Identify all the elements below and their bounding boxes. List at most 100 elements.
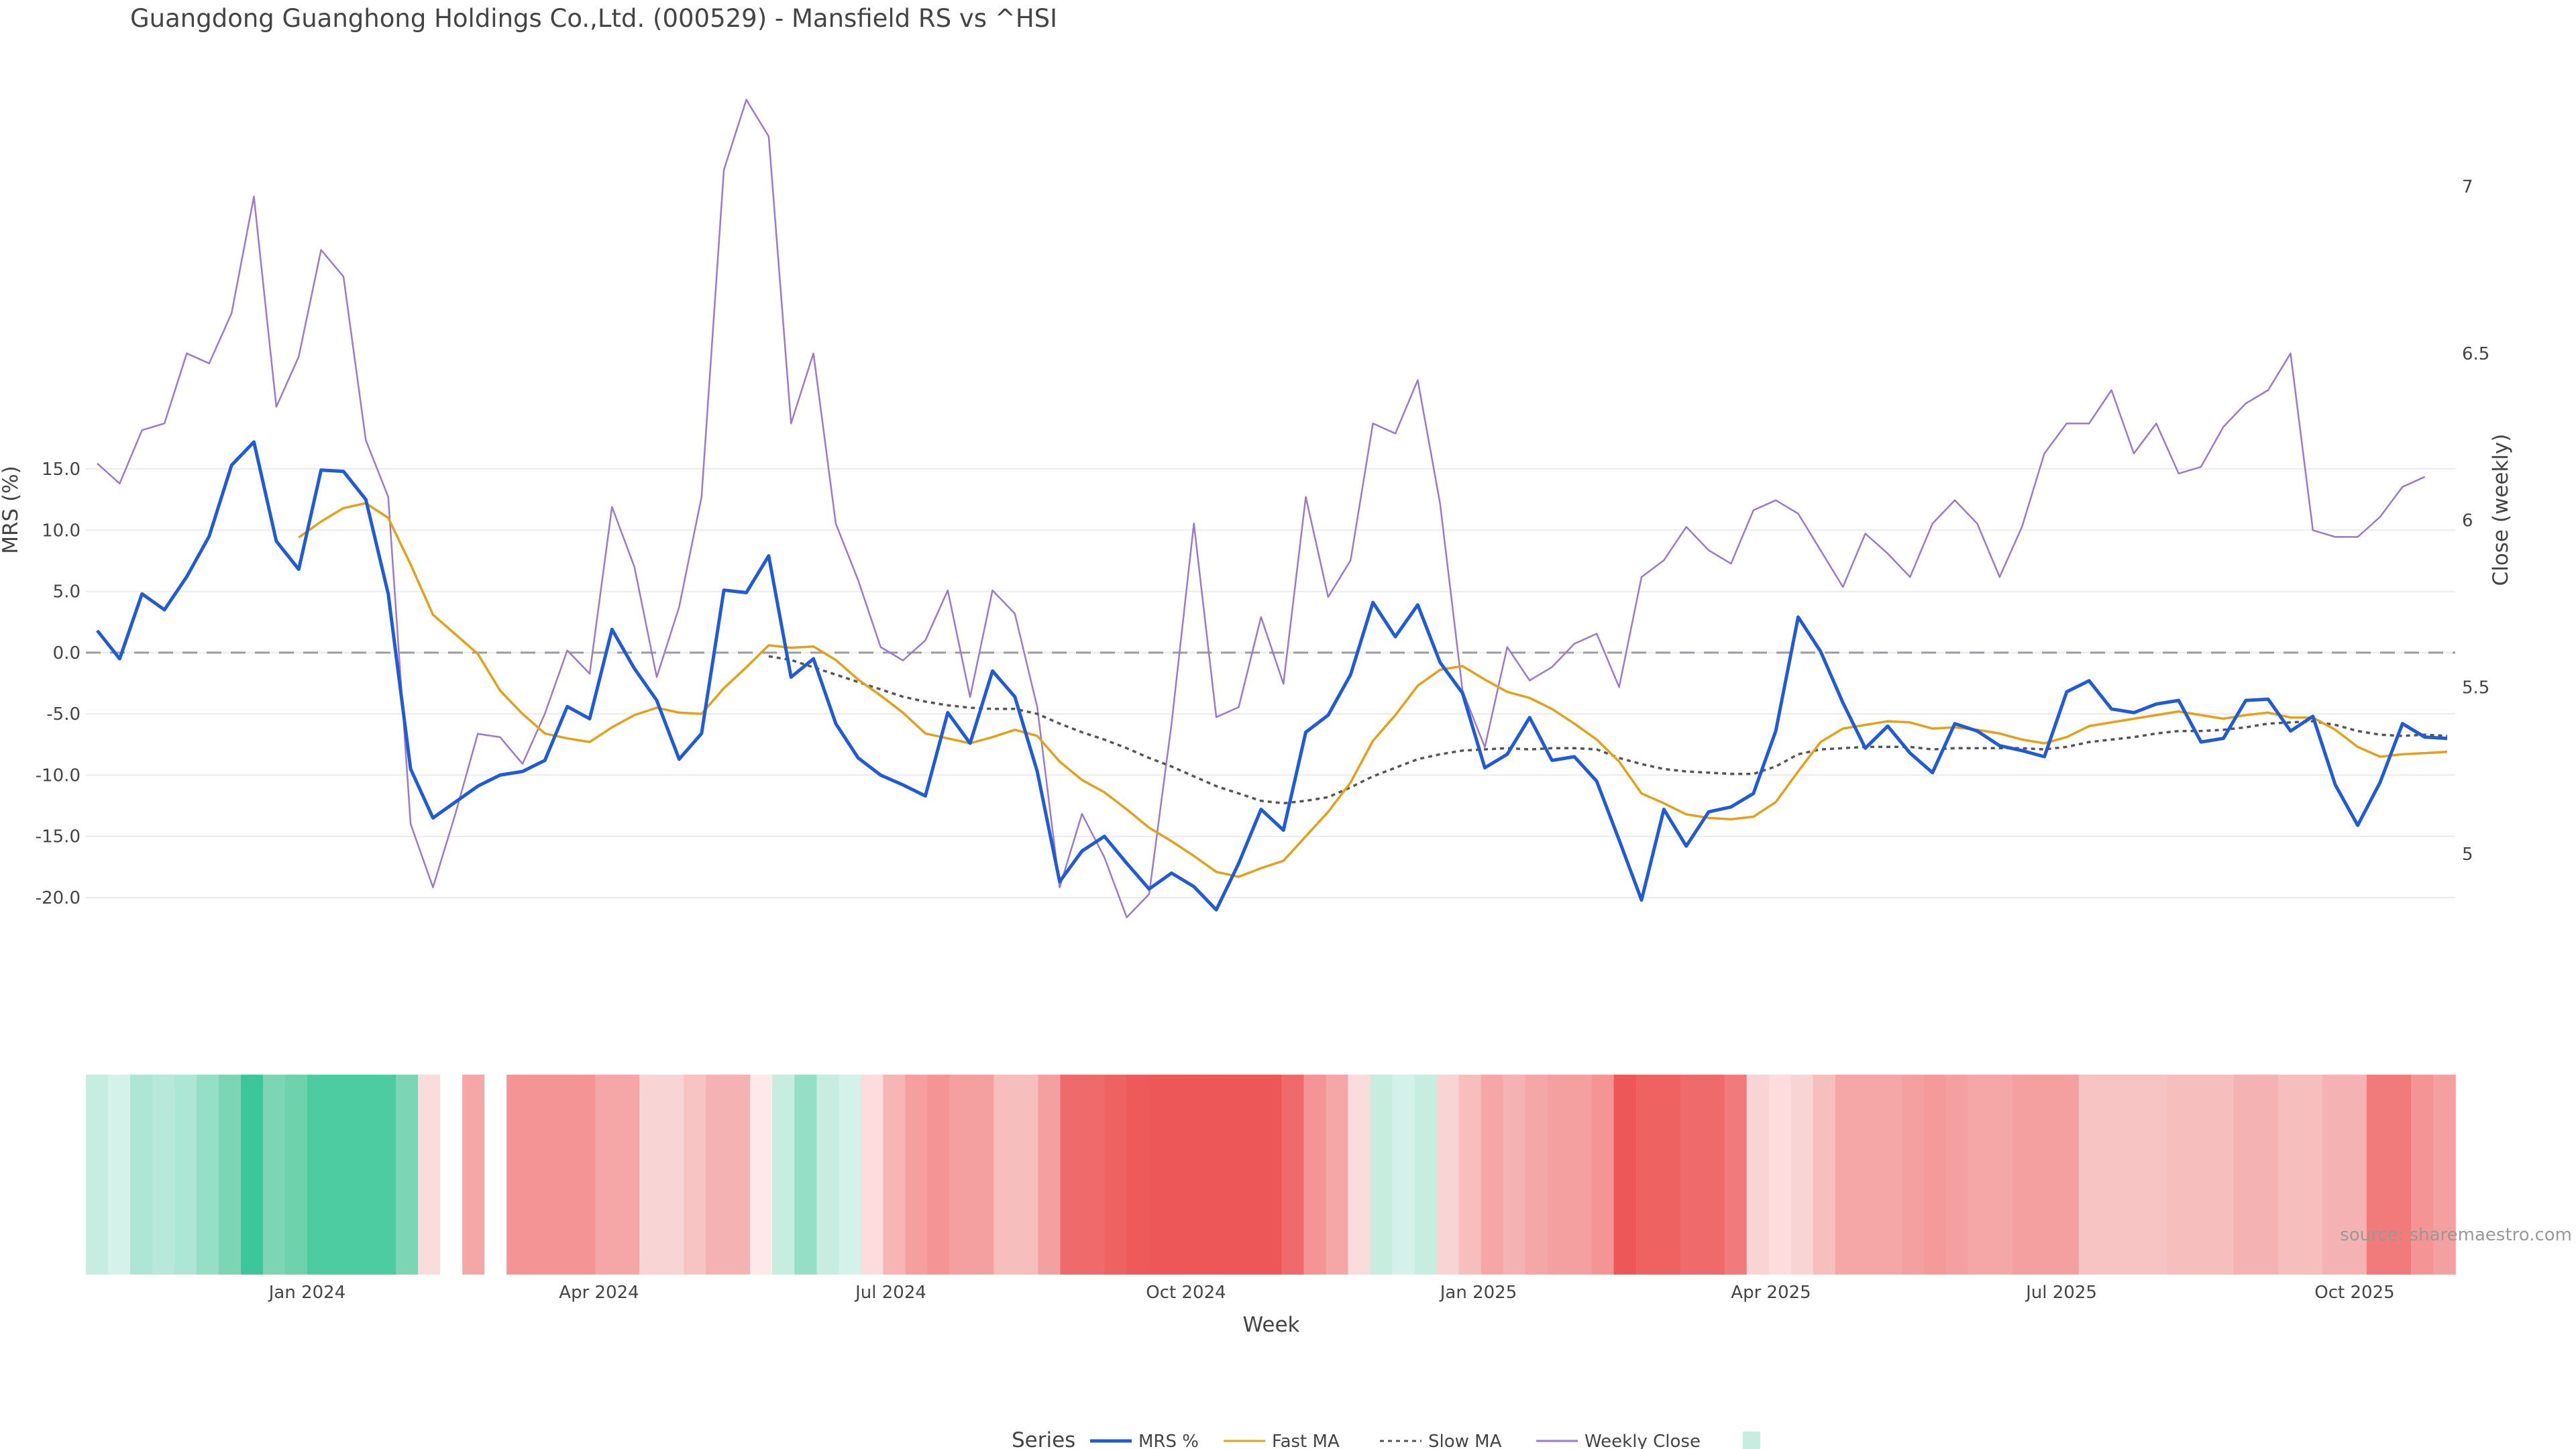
heatmap-cell	[994, 1075, 1017, 1275]
heatmap-cell	[1348, 1075, 1371, 1275]
heatmap-cell	[1016, 1075, 1039, 1275]
x-axis-title: Week	[1243, 1313, 1300, 1337]
heatmap-cell	[2056, 1075, 2080, 1275]
y-axis-title: MRS (%)	[0, 466, 23, 553]
heatmap-cell	[1857, 1075, 1880, 1275]
series-line-slow-ma	[768, 655, 2448, 805]
heatmap-cell	[2410, 1075, 2434, 1275]
heatmap-cell	[971, 1075, 995, 1275]
legend: Series MRS % Fast MA Slow MA Weekly Close	[1012, 1428, 1760, 1449]
heatmap-cell	[684, 1075, 707, 1275]
series-line-weekly-close	[97, 99, 2426, 918]
heatmap-cell	[551, 1075, 574, 1275]
heatmap-cell	[86, 1075, 109, 1275]
heatmap-cell	[2366, 1075, 2390, 1275]
heatmap-cell	[1503, 1075, 1526, 1275]
y-axis-right: 7 6.5 6 5.5 5	[2462, 177, 2489, 865]
heatmap-cell	[2012, 1075, 2035, 1275]
heatmap-cell	[418, 1075, 441, 1275]
heatmap-strip	[86, 1075, 2456, 1275]
heatmap-cell	[1790, 1075, 1814, 1275]
legend-label: Fast MA	[1272, 1432, 1340, 1449]
heatmap-cell	[1104, 1075, 1128, 1275]
heatmap-cell	[219, 1075, 241, 1275]
heatmap-cell	[1879, 1075, 1902, 1275]
heatmap-cell	[861, 1075, 884, 1275]
heatmap-cell	[352, 1075, 374, 1275]
heatmap-cell	[263, 1075, 286, 1275]
legend-label: MRS %	[1138, 1432, 1199, 1449]
y-axis-left: 15.0 10.0 5.0 0.0 -5.0 -10.0 -15.0 -20.0	[36, 460, 80, 908]
heatmap-cell	[1569, 1075, 1593, 1275]
heatmap-cell	[1060, 1075, 1083, 1275]
x-tick-label: Jan 2024	[268, 1283, 346, 1303]
heatmap-cell	[706, 1075, 729, 1275]
y-tick-label: -20.0	[36, 888, 80, 908]
series-line-fast-ma	[298, 502, 2448, 878]
heatmap-cell	[2233, 1075, 2257, 1275]
heatmap-cell	[396, 1075, 419, 1275]
heatmap-cell	[1768, 1075, 1792, 1275]
y2-tick-label: 7	[2462, 177, 2473, 197]
series-line-mrs-	[96, 440, 2448, 912]
legend-label: Slow MA	[1428, 1432, 1502, 1449]
heatmap-cell	[1303, 1075, 1327, 1275]
y-tick-label: -5.0	[46, 704, 80, 724]
heatmap-cell	[1813, 1075, 1836, 1275]
heatmap-cell	[1746, 1075, 1770, 1275]
heatmap-cell	[329, 1075, 352, 1275]
heatmap-cell	[2145, 1075, 2168, 1275]
legend-swatch	[1743, 1432, 1760, 1449]
heatmap-cell	[2255, 1075, 2279, 1275]
x-axis: Jan 2024 Apr 2024 Jul 2024 Oct 2024 Jan 2025…	[268, 1283, 2395, 1303]
heatmap-cell	[1635, 1075, 1659, 1275]
heatmap-cell	[1481, 1075, 1504, 1275]
heatmap-cell	[1281, 1075, 1305, 1275]
heatmap-cell	[1171, 1075, 1194, 1275]
heatmap-cell	[750, 1075, 773, 1275]
heatmap-cell	[1702, 1075, 1725, 1275]
heatmap-cell	[2432, 1075, 2456, 1275]
heatmap-cell	[2100, 1075, 2124, 1275]
heatmap-cell	[1968, 1075, 1991, 1275]
legend-title: Series	[1012, 1428, 1075, 1449]
y-tick-label: 15.0	[42, 460, 80, 480]
heatmap-cell	[728, 1075, 751, 1275]
heatmap-cell	[2167, 1075, 2190, 1275]
heatmap-cell	[462, 1075, 485, 1275]
heatmap-cell	[1613, 1075, 1637, 1275]
heatmap-cell	[772, 1075, 796, 1275]
y2-tick-label: 5.5	[2462, 678, 2489, 698]
heatmap-cell	[1945, 1075, 1969, 1275]
heatmap-cell	[661, 1075, 685, 1275]
heatmap-cell	[307, 1075, 330, 1275]
heatmap-cell	[816, 1075, 840, 1275]
heatmap-cell	[1901, 1075, 1925, 1275]
x-tick-label: Apr 2025	[1731, 1283, 1811, 1303]
heatmap-cell	[905, 1075, 928, 1275]
heatmap-cell	[1237, 1075, 1260, 1275]
heatmap-cell	[1990, 1075, 2013, 1275]
heatmap-cell	[1414, 1075, 1438, 1275]
heatmap-cell	[2078, 1075, 2102, 1275]
heatmap-cell	[573, 1075, 596, 1275]
x-tick-label: Oct 2025	[2314, 1283, 2394, 1303]
y-tick-label: 10.0	[42, 521, 80, 541]
heatmap-cell	[1525, 1075, 1548, 1275]
y-tick-label: 5.0	[53, 582, 80, 602]
y2-tick-label: 5	[2462, 845, 2473, 865]
heatmap-cell	[2123, 1075, 2146, 1275]
heatmap-cell	[1126, 1075, 1150, 1275]
y2-tick-label: 6.5	[2462, 344, 2489, 364]
heatmap-cell	[927, 1075, 951, 1275]
y2-tick-label: 6	[2462, 511, 2473, 531]
heatmap-cell	[2034, 1075, 2057, 1275]
heatmap-cell	[1326, 1075, 1349, 1275]
heatmap-cell	[2211, 1075, 2235, 1275]
heatmap-cell	[839, 1075, 862, 1275]
x-tick-label: Apr 2024	[559, 1283, 639, 1303]
heatmap-cell	[1082, 1075, 1106, 1275]
heatmap-cell	[1259, 1075, 1283, 1275]
heatmap-cell	[595, 1075, 619, 1275]
